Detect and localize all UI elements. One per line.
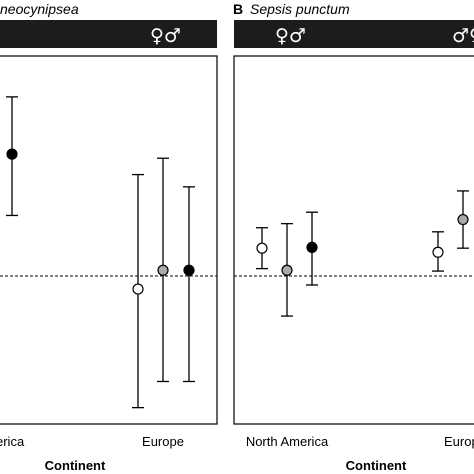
panel-a-title: neocynipsea <box>0 1 79 17</box>
panel-a-marks <box>6 96 195 409</box>
panel-b-europe-series-1-point <box>432 246 444 258</box>
panel-a-europe-series-1-point <box>132 283 144 295</box>
panel-b-header-symbol-1: ♀♂ <box>275 25 306 47</box>
panel-a-x-axis-label: Continent <box>45 458 106 473</box>
panel-a-europe-series-2-point <box>157 264 169 276</box>
panel-a-header-symbol-2: ♀♂ <box>150 25 181 47</box>
panel-b-header-bar <box>234 20 474 48</box>
panel-b: B Sepsis punctum ♀♂ ♂♀ North America Eur… <box>233 1 474 473</box>
panel-b-header-symbol-2: ♂♀ <box>452 25 474 47</box>
panel-b-tick-europe: Europ <box>444 434 474 449</box>
panel-b-north-america-series-1-point <box>256 242 268 254</box>
panel-b-north-america-series-2-point <box>281 264 293 276</box>
panel-b-title: Sepsis punctum <box>250 1 350 17</box>
panel-b-tick-north-america: North America <box>246 434 329 449</box>
panel-a-europe-series-3-point <box>183 264 195 276</box>
panel-a-header-bar <box>0 20 217 48</box>
panel-b-north-america-series-3-point <box>306 241 318 253</box>
panel-a: neocynipsea ♀♂ erica Europe Continent <box>0 1 218 473</box>
panel-a-tick-europe: Europe <box>142 434 184 449</box>
panel-b-x-axis-label: Continent <box>346 458 407 473</box>
panel-a-plot-frame <box>0 55 218 425</box>
panel-b-marks <box>256 190 469 317</box>
panel-b-label: B <box>233 1 243 17</box>
panel-b-plot-frame <box>233 55 474 425</box>
panel-b-europe-series-2-point <box>457 213 469 226</box>
panel-a-tick-north-america: erica <box>0 434 25 449</box>
panel-a-north-america-series-3-point <box>6 148 18 160</box>
